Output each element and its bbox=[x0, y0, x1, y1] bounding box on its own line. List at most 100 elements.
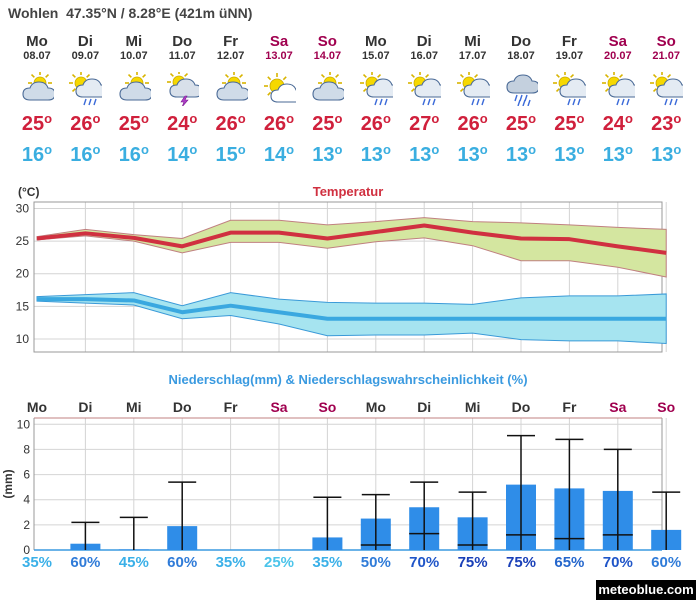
day-header: So 14.07 bbox=[303, 34, 351, 63]
day-date: 19.07 bbox=[555, 50, 584, 62]
y-tick-label: 4 bbox=[23, 493, 30, 507]
max-temperature: 26o bbox=[70, 111, 101, 135]
max-temperature: 25o bbox=[118, 111, 149, 135]
day-date: 20.07 bbox=[604, 50, 632, 62]
sun-cloud-rain-icon bbox=[68, 71, 109, 106]
min-temperature-line bbox=[37, 297, 667, 321]
day-name: Mo bbox=[26, 33, 48, 50]
precip-probability: 60% bbox=[70, 554, 100, 571]
sun-cloud-rain-icon bbox=[552, 71, 593, 106]
day-header: Do 11.07 bbox=[158, 33, 206, 63]
precip-day-label: Mi bbox=[126, 399, 142, 415]
min-temperature: 16o bbox=[21, 142, 53, 166]
day-date: 16.07 bbox=[410, 50, 438, 62]
precip-day-label: Fr bbox=[224, 399, 239, 415]
day-name: Di bbox=[416, 33, 432, 50]
max-temperature: 25o bbox=[21, 111, 53, 135]
thunderstorm-icon bbox=[165, 70, 203, 108]
precip-probability: 75% bbox=[458, 554, 488, 571]
precip-probability: 35% bbox=[312, 554, 342, 571]
sun-cloud-rain-icon bbox=[407, 71, 448, 106]
max-temperature-line bbox=[36, 223, 667, 255]
day-date: 14.07 bbox=[313, 50, 342, 62]
precip-probability: 35% bbox=[22, 554, 52, 571]
min-temperature: 13o bbox=[505, 142, 537, 166]
day-date: 08.07 bbox=[23, 50, 51, 62]
day-date: 18.07 bbox=[507, 50, 535, 62]
y-tick-label: 6 bbox=[23, 468, 30, 482]
precip-day-label: Mo bbox=[27, 399, 47, 415]
y-tick-label: 25 bbox=[16, 234, 30, 248]
precip-probability: 35% bbox=[216, 554, 246, 571]
precip-probability: 75% bbox=[506, 554, 536, 571]
temperature-plot-frame bbox=[33, 201, 663, 353]
y-tick-label: 8 bbox=[23, 442, 30, 456]
day-date: 15.07 bbox=[362, 50, 390, 62]
day-name: Mi bbox=[464, 33, 481, 50]
precip-day-label: Sa bbox=[270, 399, 287, 415]
day-header: Fr 19.07 bbox=[545, 33, 593, 63]
day-name: Do bbox=[172, 33, 193, 50]
precip-day-label: Mi bbox=[465, 399, 481, 415]
day-name: Do bbox=[511, 33, 531, 50]
precip-probability: 45% bbox=[119, 554, 149, 571]
min-temperature: 16o bbox=[118, 142, 149, 166]
min-temperature: 13o bbox=[360, 142, 391, 166]
day-header: Mo 08.07 bbox=[13, 33, 61, 63]
day-name: Sa bbox=[269, 33, 289, 50]
precip-probability: 70% bbox=[409, 554, 439, 571]
location-coords: 47.35°N / 8.28°E (421m üNN) bbox=[66, 5, 253, 21]
precip-probability: 25% bbox=[264, 554, 294, 571]
location-header: Wohlen 47.35°N / 8.28°E (421m üNN) bbox=[8, 5, 252, 21]
day-name: Fr bbox=[223, 33, 239, 50]
min-temperature: 16o bbox=[70, 142, 101, 166]
y-tick-label: 0 bbox=[23, 543, 30, 557]
y-tick-label: 20 bbox=[16, 267, 30, 281]
min-temperature: 13o bbox=[409, 142, 440, 166]
sun-cloud-rain-icon bbox=[456, 71, 497, 106]
y-tick-label: 10 bbox=[17, 417, 31, 431]
y-tick-label: 2 bbox=[23, 518, 30, 532]
meteoblue-logo[interactable]: meteoblue.com bbox=[596, 580, 696, 600]
day-header: So 21.07 bbox=[642, 34, 690, 63]
max-temperature: 25o bbox=[554, 111, 585, 135]
max-temperature: 26o bbox=[215, 111, 246, 135]
day-header: Do 18.07 bbox=[497, 33, 545, 63]
day-header: Mo 15.07 bbox=[352, 33, 400, 63]
day-name: Mo bbox=[364, 33, 387, 50]
day-header: Mi 10.07 bbox=[110, 34, 158, 63]
precip-day-label: Di bbox=[78, 399, 92, 415]
precip-probability: 65% bbox=[554, 554, 584, 571]
day-header: Mi 17.07 bbox=[449, 33, 497, 63]
day-name: Fr bbox=[561, 33, 577, 50]
day-header: Di 16.07 bbox=[400, 33, 448, 63]
day-header: Di 09.07 bbox=[61, 34, 109, 63]
precipitation-chart: Niederschlag(mm) & Niederschlagswahrsche… bbox=[1, 372, 681, 571]
rain-cloud-icon bbox=[504, 72, 540, 107]
min-temperature: 13o bbox=[651, 142, 682, 166]
precip-day-label: Di bbox=[417, 399, 431, 415]
partly-cloudy-icon bbox=[20, 71, 56, 106]
max-temperature: 26o bbox=[360, 111, 391, 135]
y-tick-label: 30 bbox=[16, 202, 30, 216]
precipitation-y-axis-label: (mm) bbox=[1, 469, 15, 498]
temperature-chart: Temperatur (°C) 10 15 20 25 30 bbox=[16, 184, 667, 353]
partly-cloudy-icon bbox=[117, 71, 153, 106]
min-temperature: 13o bbox=[602, 142, 633, 166]
precip-probability: 60% bbox=[167, 554, 197, 571]
day-date: 17.07 bbox=[458, 50, 487, 62]
min-temperature: 13o bbox=[312, 142, 343, 166]
precip-day-label: Do bbox=[512, 399, 531, 415]
sun-cloud-rain-icon bbox=[359, 71, 400, 106]
min-temperature: 14o bbox=[167, 142, 198, 166]
precip-day-label: So bbox=[318, 399, 336, 415]
precipitation-chart-title: Niederschlag(mm) & Niederschlagswahrsche… bbox=[168, 372, 527, 387]
precip-day-label: Fr bbox=[562, 399, 577, 415]
day-date: 10.07 bbox=[120, 50, 148, 62]
day-date: 09.07 bbox=[71, 50, 100, 62]
precip-probability: 70% bbox=[603, 554, 633, 571]
day-header: Sa 20.07 bbox=[594, 34, 642, 63]
day-header: Sa 13.07 bbox=[255, 33, 303, 63]
partly-cloudy-icon bbox=[310, 71, 346, 106]
precip-day-label: Sa bbox=[609, 399, 626, 415]
